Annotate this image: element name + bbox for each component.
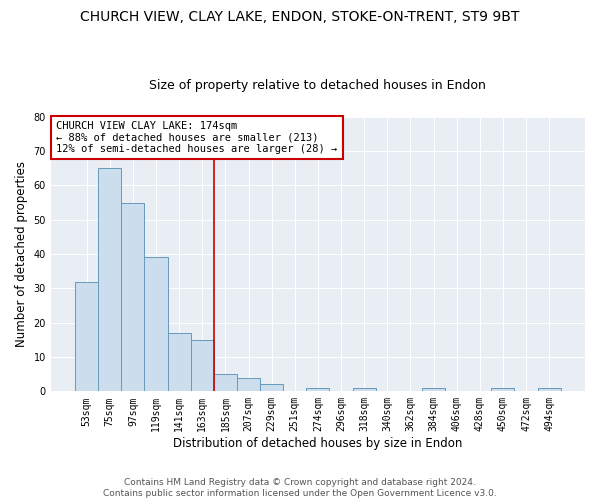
Bar — [98, 168, 121, 392]
Bar — [145, 258, 167, 392]
Bar — [260, 384, 283, 392]
Bar — [353, 388, 376, 392]
Bar — [491, 388, 514, 392]
Text: Contains HM Land Registry data © Crown copyright and database right 2024.
Contai: Contains HM Land Registry data © Crown c… — [103, 478, 497, 498]
Bar — [307, 388, 329, 392]
Text: CHURCH VIEW CLAY LAKE: 174sqm
← 88% of detached houses are smaller (213)
12% of : CHURCH VIEW CLAY LAKE: 174sqm ← 88% of d… — [56, 121, 337, 154]
Bar — [75, 282, 98, 392]
Bar — [191, 340, 214, 392]
Bar — [167, 333, 191, 392]
X-axis label: Distribution of detached houses by size in Endon: Distribution of detached houses by size … — [173, 437, 463, 450]
Bar — [214, 374, 237, 392]
Title: Size of property relative to detached houses in Endon: Size of property relative to detached ho… — [149, 79, 487, 92]
Y-axis label: Number of detached properties: Number of detached properties — [15, 161, 28, 347]
Bar — [422, 388, 445, 392]
Bar — [538, 388, 561, 392]
Bar — [237, 378, 260, 392]
Bar — [121, 202, 145, 392]
Text: CHURCH VIEW, CLAY LAKE, ENDON, STOKE-ON-TRENT, ST9 9BT: CHURCH VIEW, CLAY LAKE, ENDON, STOKE-ON-… — [80, 10, 520, 24]
